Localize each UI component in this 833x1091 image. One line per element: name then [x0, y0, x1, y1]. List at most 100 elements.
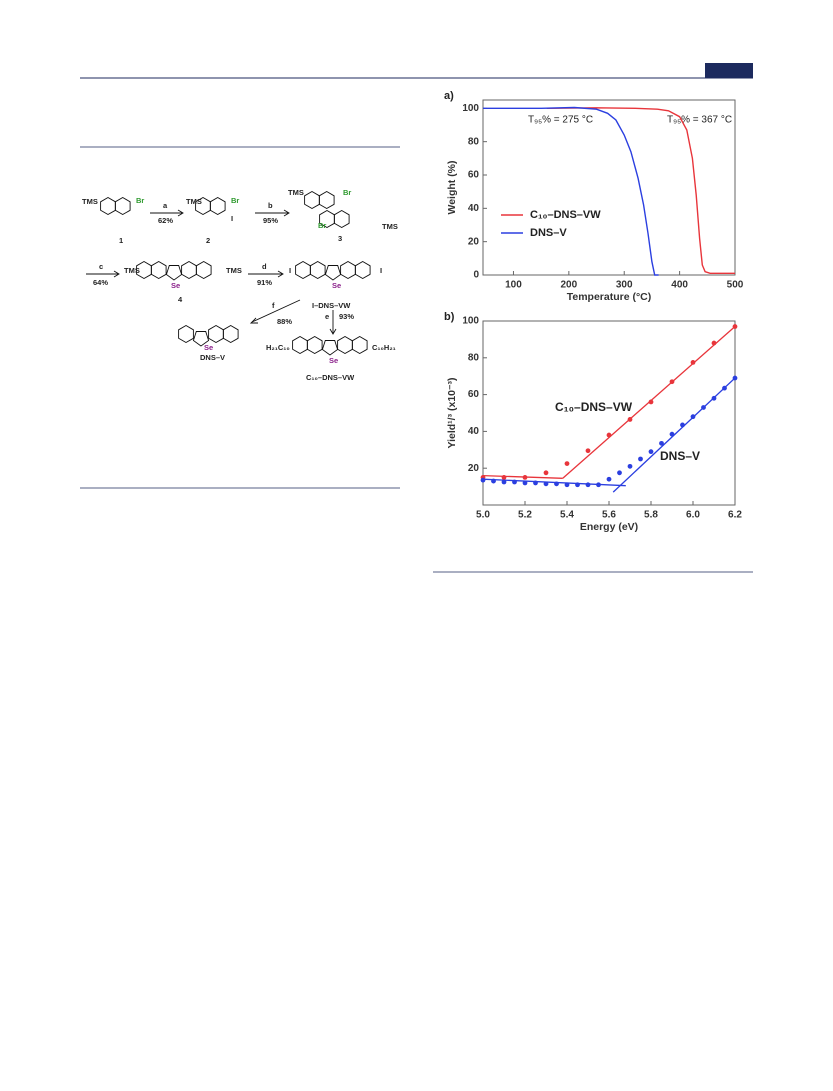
atom-label: Br [318, 221, 326, 230]
data-point [648, 399, 654, 405]
ring [318, 190, 335, 210]
data-point [701, 405, 706, 410]
data-point [669, 431, 675, 437]
atom-label: Br [136, 196, 144, 205]
scheme-arrows [86, 209, 337, 335]
reagent: d [262, 262, 267, 271]
y-tick-label: 40 [468, 203, 480, 214]
x-axis-label: Temperature (°C) [567, 291, 652, 303]
ring [304, 190, 320, 210]
data-point [638, 456, 643, 462]
atom-label: H₂₁C₁₀ [266, 343, 290, 352]
data-point [648, 449, 654, 455]
annotation: T₉₅% = 367 °C [667, 115, 732, 126]
yield: 93% [339, 312, 354, 321]
atom-label: Se [329, 356, 338, 365]
compound-label: DNS–V [200, 353, 225, 362]
ring [192, 331, 210, 347]
x-tick-label: 200 [561, 280, 578, 291]
atom-label: C₁₀H₂₁ [372, 343, 396, 352]
x-axis-label: Energy (eV) [580, 521, 638, 533]
atom-label: TMS [82, 197, 98, 206]
atom-label: Se [171, 281, 180, 290]
ring [222, 324, 239, 344]
compound-label: 3 [338, 234, 342, 243]
data-point [690, 360, 696, 365]
ring [181, 260, 197, 280]
ring [114, 196, 131, 216]
y-tick-label: 20 [468, 463, 480, 474]
compound-label: 4 [178, 295, 183, 304]
ring [321, 340, 339, 356]
ring [324, 265, 342, 281]
header-tab [705, 63, 753, 78]
y-tick-label: 100 [462, 316, 479, 327]
x-tick-label: 400 [671, 280, 688, 291]
ring [178, 324, 194, 344]
data-point [554, 481, 559, 487]
compound-label: 2 [206, 236, 210, 245]
reagent: a [163, 201, 168, 210]
scheme-labels: TMS Br a 62% TMS Br I b 95% TMS Br Br TM… [82, 188, 398, 382]
atom-label: I [289, 266, 291, 275]
ring [306, 335, 323, 355]
data-point [606, 432, 612, 438]
y-axis-label: Yield¹/³ (x10⁻³) [446, 377, 458, 448]
x-tick-label: 5.6 [602, 510, 616, 521]
yield: 88% [277, 317, 292, 326]
data-point [711, 395, 717, 401]
reagent: f [272, 301, 275, 310]
x-tick-label: 100 [505, 280, 522, 291]
x-tick-label: 5.2 [518, 510, 532, 521]
data-line [483, 106, 659, 276]
ring [309, 260, 326, 280]
data-point [480, 477, 486, 483]
x-tick-label: 6.2 [728, 510, 742, 521]
atom-label: TMS [288, 188, 304, 197]
y-tick-label: 80 [468, 136, 480, 147]
data-point [501, 479, 507, 485]
atom-label: Br [231, 196, 239, 205]
atom-label: TMS [186, 197, 202, 206]
compound-label: C₁₀–DNS–VW [306, 373, 355, 382]
panel-label: a) [444, 90, 454, 102]
ring [351, 335, 368, 355]
ring [195, 260, 212, 280]
atom-label: I [231, 214, 233, 223]
ring [354, 260, 371, 280]
ring [208, 324, 224, 344]
scheme-structures [100, 190, 371, 356]
atom-label: TMS [124, 266, 140, 275]
data-point [680, 422, 685, 428]
atom-label: TMS [226, 266, 242, 275]
y-tick-label: 0 [473, 270, 479, 281]
yield: 64% [93, 278, 108, 287]
data-point [543, 470, 549, 476]
fit-line [482, 478, 626, 487]
atom-label: Se [332, 281, 341, 290]
data-point [585, 482, 591, 488]
compound-label: I–DNS–VW [312, 301, 351, 310]
x-tick-label: 5.8 [644, 510, 658, 521]
compound-label: 1 [119, 236, 123, 245]
data-point [711, 340, 717, 346]
atom-label: Br [343, 188, 351, 197]
legend-label: DNS–V [530, 227, 567, 239]
ring [340, 260, 356, 280]
ring [165, 265, 183, 281]
y-tick-label: 80 [468, 352, 480, 363]
atom-label: TMS [382, 222, 398, 231]
data-point [669, 379, 675, 385]
yield: 91% [257, 278, 272, 287]
data-point [564, 482, 570, 488]
x-tick-label: 5.0 [476, 510, 490, 521]
y-tick-label: 40 [468, 426, 480, 437]
data-point [596, 482, 601, 488]
data-point [543, 481, 549, 487]
data-point [564, 461, 570, 466]
data-point [522, 480, 528, 486]
x-tick-label: 6.0 [686, 510, 700, 521]
data-point [575, 482, 580, 488]
data-point [627, 463, 633, 469]
